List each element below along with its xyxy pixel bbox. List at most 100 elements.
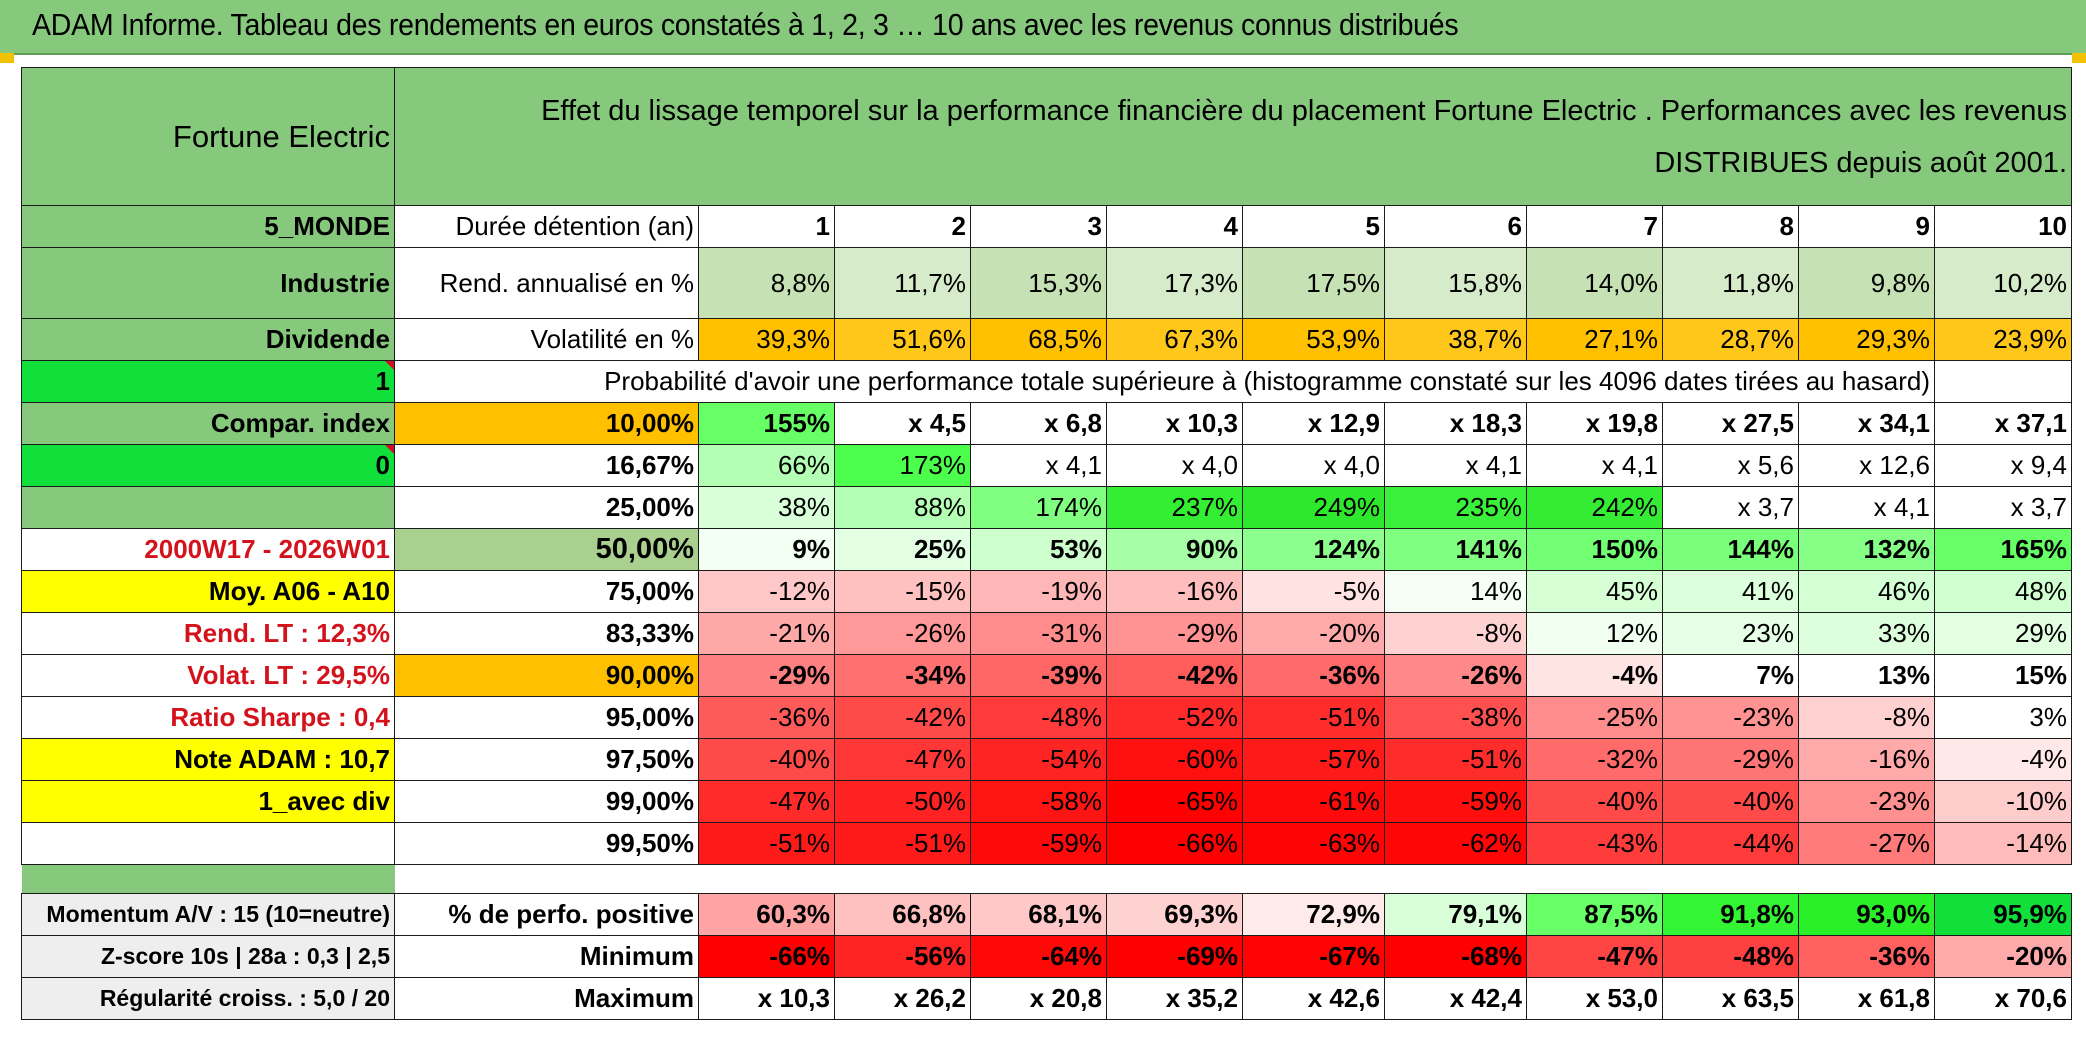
probability-value: 237% bbox=[1106, 486, 1243, 529]
minimum-cell: -36% bbox=[1798, 935, 1935, 978]
probability-row: Ratio Sharpe : 0,4 95,00% -36% -42% -48% -52%… bbox=[21, 696, 2072, 739]
zscore-label: Z-score 10s | 28a : 0,3 | 2,5 bbox=[21, 935, 395, 978]
long-term-volatility-label: Volat. LT : 29,5% bbox=[21, 654, 395, 697]
maximum-cell: x 61,8 bbox=[1798, 977, 1935, 1020]
probability-value: 141% bbox=[1384, 528, 1527, 571]
probability-value: -12% bbox=[698, 570, 835, 613]
probability-row: 0 16,67% 66% 173% x 4,1 x 4,0 x 4,0 x 4,1 x 4,1 x… bbox=[21, 444, 2072, 487]
probability-value: 249% bbox=[1242, 486, 1385, 529]
corner-marker bbox=[0, 53, 14, 63]
probability-threshold: 97,50% bbox=[394, 738, 699, 781]
regularity-label: Régularité croiss. : 5,0 / 20 bbox=[21, 977, 395, 1020]
probability-value: -42% bbox=[1106, 654, 1243, 697]
volatility-cell: 28,7% bbox=[1662, 318, 1799, 361]
probability-value: x 37,1 bbox=[1934, 402, 2072, 445]
probability-value: x 3,7 bbox=[1934, 486, 2072, 529]
probability-row: Compar. index 10,00% 155% x 4,5 x 6,8 x 10,3 x… bbox=[21, 402, 2072, 445]
momentum-label: Momentum A/V : 15 (10=neutre) bbox=[21, 893, 395, 936]
probability-value: 88% bbox=[834, 486, 971, 529]
probability-value: 235% bbox=[1384, 486, 1527, 529]
probability-value: -51% bbox=[834, 822, 971, 865]
probability-value: -29% bbox=[1106, 612, 1243, 655]
positive-performance-cell: 60,3% bbox=[698, 893, 835, 936]
duration-row: 5_MONDE Durée détention (an) 1 2 3 4 5 6 7 8 9 10 bbox=[21, 205, 2072, 248]
probability-value: 242% bbox=[1526, 486, 1663, 529]
minimum-cell: -68% bbox=[1384, 935, 1527, 978]
volatility-cell: 53,9% bbox=[1242, 318, 1385, 361]
probability-threshold: 99,00% bbox=[394, 780, 699, 823]
average-label: Moy. A06 - A10 bbox=[21, 570, 395, 613]
maximum-cell: x 10,3 bbox=[698, 977, 835, 1020]
probability-caption: Probabilité d'avoir une performance tota… bbox=[394, 360, 1935, 403]
maximum-cell: x 42,4 bbox=[1384, 977, 1527, 1020]
volatility-cell: 51,6% bbox=[834, 318, 971, 361]
probability-value: -42% bbox=[834, 696, 971, 739]
probability-value: -65% bbox=[1106, 780, 1243, 823]
probability-value: -36% bbox=[698, 696, 835, 739]
probability-value: x 4,1 bbox=[1798, 486, 1935, 529]
year-cell: 6 bbox=[1384, 205, 1527, 248]
probability-value: 29% bbox=[1934, 612, 2072, 655]
probability-value: -63% bbox=[1242, 822, 1385, 865]
annual-return-cell: 10,2% bbox=[1934, 247, 2072, 319]
positive-performance-cell: 68,1% bbox=[970, 893, 1107, 936]
probability-threshold: 25,00% bbox=[394, 486, 699, 529]
distribution-mode-label: 1_avec div bbox=[21, 780, 395, 823]
probability-value: -62% bbox=[1384, 822, 1527, 865]
probability-value: -44% bbox=[1662, 822, 1799, 865]
probability-row: Moy. A06 - A10 75,00% -12% -15% -19% -16% -5% 1… bbox=[21, 570, 2072, 613]
toggle-value-one: 1 bbox=[21, 360, 395, 403]
probability-value: 124% bbox=[1242, 528, 1385, 571]
probability-value: -26% bbox=[1384, 654, 1527, 697]
probability-row: 2000W17 - 2026W01 50,00% 9% 25% 53% 90% 124% 14… bbox=[21, 528, 2072, 571]
minimum-cell: -20% bbox=[1934, 935, 2072, 978]
probability-value: -51% bbox=[698, 822, 835, 865]
probability-value: 41% bbox=[1662, 570, 1799, 613]
probability-value: 174% bbox=[970, 486, 1107, 529]
probability-value: 48% bbox=[1934, 570, 2072, 613]
probability-value: -26% bbox=[834, 612, 971, 655]
year-cell: 1 bbox=[698, 205, 835, 248]
type-label: Dividende bbox=[21, 318, 395, 361]
probability-value: 144% bbox=[1662, 528, 1799, 571]
annual-return-cell: 9,8% bbox=[1798, 247, 1935, 319]
period-label: 2000W17 - 2026W01 bbox=[21, 528, 395, 571]
corner-marker bbox=[2072, 53, 2086, 63]
probability-row: 99,50% -51% -51% -59% -66% -63% -62% -43% -44% -2… bbox=[21, 822, 2072, 865]
probability-value: -23% bbox=[1662, 696, 1799, 739]
probability-value: -8% bbox=[1798, 696, 1935, 739]
probability-value: -60% bbox=[1106, 738, 1243, 781]
probability-value: -29% bbox=[698, 654, 835, 697]
probability-row: Volat. LT : 29,5% 90,00% -29% -34% -39% -42% -… bbox=[21, 654, 2072, 697]
minimum-label: Minimum bbox=[394, 935, 699, 978]
spacer-green bbox=[21, 864, 395, 894]
probability-value: -32% bbox=[1526, 738, 1663, 781]
positive-performance-cell: 95,9% bbox=[1934, 893, 2072, 936]
probability-value: x 4,1 bbox=[970, 444, 1107, 487]
volatility-cell: 23,9% bbox=[1934, 318, 2072, 361]
probability-value: -5% bbox=[1242, 570, 1385, 613]
performance-table: Fortune Electric Effet du lissage tempor… bbox=[21, 67, 2072, 1020]
probability-value: -14% bbox=[1934, 822, 2072, 865]
positive-performance-cell: 93,0% bbox=[1798, 893, 1935, 936]
probability-value: x 4,0 bbox=[1106, 444, 1243, 487]
probability-value: x 19,8 bbox=[1526, 402, 1663, 445]
probability-value: 13% bbox=[1798, 654, 1935, 697]
minimum-cell: -66% bbox=[698, 935, 835, 978]
year-cell: 4 bbox=[1106, 205, 1243, 248]
probability-value: -34% bbox=[834, 654, 971, 697]
maximum-label: Maximum bbox=[394, 977, 699, 1020]
minimum-cell: -69% bbox=[1106, 935, 1243, 978]
zone-label: 5_MONDE bbox=[21, 205, 395, 248]
year-cell: 8 bbox=[1662, 205, 1799, 248]
annual-return-cell: 15,3% bbox=[970, 247, 1107, 319]
zscore-row: Z-score 10s | 28a : 0,3 | 2,5 Minimum -66%… bbox=[21, 935, 2072, 978]
probability-value: 165% bbox=[1934, 528, 2072, 571]
probability-value: x 3,7 bbox=[1662, 486, 1799, 529]
probability-value: 66% bbox=[698, 444, 835, 487]
probability-value: -43% bbox=[1526, 822, 1663, 865]
volatility-cell: 68,5% bbox=[970, 318, 1107, 361]
probability-value: -8% bbox=[1384, 612, 1527, 655]
year-cell: 10 bbox=[1934, 205, 2072, 248]
long-term-return-label: Rend. LT : 12,3% bbox=[21, 612, 395, 655]
